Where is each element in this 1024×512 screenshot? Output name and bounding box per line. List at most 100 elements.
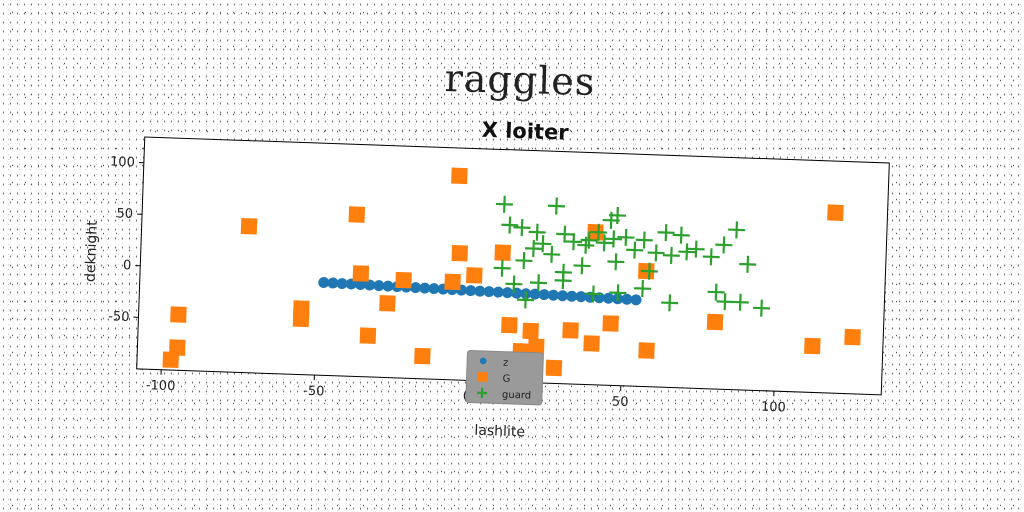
point-guard — [731, 293, 749, 311]
point-G — [170, 306, 187, 323]
point-z — [474, 285, 486, 297]
x-tick-label: -100 — [146, 378, 176, 394]
point-G — [494, 244, 511, 261]
point-G — [844, 328, 861, 346]
point-G — [501, 316, 518, 334]
point-z — [382, 280, 394, 292]
point-G — [240, 217, 258, 235]
point-G — [562, 322, 579, 339]
point-guard — [605, 230, 623, 248]
point-guard — [602, 211, 620, 229]
point-guard — [573, 257, 591, 275]
point-guard — [707, 283, 725, 301]
legend-box — [465, 349, 544, 406]
point-guard — [525, 240, 543, 258]
point-z — [373, 280, 385, 292]
point-G — [545, 359, 563, 377]
point-G — [466, 267, 483, 284]
point-z — [410, 282, 422, 294]
point-G — [169, 339, 186, 356]
series-guard — [493, 195, 771, 317]
point-guard — [577, 236, 595, 254]
point-G — [522, 322, 539, 340]
chart-title: X loiter — [481, 118, 569, 145]
point-G — [379, 295, 396, 312]
point-z — [327, 277, 339, 289]
point-guard — [495, 195, 513, 213]
point-guard — [617, 228, 635, 246]
legend-label: z — [503, 358, 509, 369]
point-z — [575, 291, 587, 303]
point-guard — [753, 299, 771, 317]
x-axis-label: lashlite — [474, 423, 525, 441]
point-guard — [529, 274, 548, 292]
point-z — [364, 279, 376, 291]
point-z — [630, 294, 642, 306]
point-z — [354, 279, 366, 291]
point-guard — [534, 235, 552, 253]
series-G — [162, 167, 861, 377]
y-axis-label: deknight — [83, 220, 101, 283]
point-guard — [657, 224, 675, 242]
point-guard — [687, 240, 705, 258]
y-tick-label: 100 — [110, 155, 135, 171]
point-guard — [528, 223, 546, 241]
figure-suptitle: raggles — [444, 56, 596, 104]
point-guard — [672, 226, 690, 244]
point-guard — [493, 259, 511, 277]
x-tick-label: -50 — [303, 384, 325, 400]
point-guard — [678, 243, 696, 261]
y-tick-label: -50 — [108, 309, 130, 325]
point-guard — [515, 252, 533, 270]
point-z — [501, 287, 513, 299]
point-guard — [728, 221, 746, 239]
point-G — [414, 347, 431, 365]
point-guard — [662, 246, 680, 264]
point-z — [483, 286, 495, 298]
point-guard — [505, 275, 523, 293]
point-z — [538, 289, 550, 301]
legend-marker-z — [479, 357, 487, 365]
point-guard — [513, 219, 531, 237]
point-G — [348, 206, 366, 223]
point-G — [359, 327, 377, 344]
point-guard — [554, 272, 572, 290]
point-z — [557, 290, 569, 302]
legend-marker-guard — [476, 387, 488, 399]
point-guard — [635, 231, 653, 249]
point-G — [451, 244, 469, 262]
point-z — [602, 292, 614, 304]
x-tick-label: 50 — [612, 394, 629, 410]
point-G — [352, 265, 370, 282]
point-guard — [716, 293, 734, 311]
point-guard — [647, 244, 665, 262]
point-z — [621, 293, 633, 305]
point-guard — [543, 245, 561, 263]
point-z — [428, 283, 440, 295]
point-G — [527, 338, 545, 355]
point-guard — [517, 291, 535, 309]
point-G — [395, 271, 412, 289]
point-z — [492, 286, 504, 298]
x-tick-label: 100 — [761, 400, 786, 416]
point-guard — [501, 216, 519, 234]
point-guard — [556, 225, 574, 243]
point-z — [465, 285, 477, 297]
data-marks — [162, 167, 861, 377]
point-guard — [589, 223, 608, 241]
legend-marker-G — [477, 371, 488, 382]
point-guard — [607, 253, 625, 271]
y-tick-label: 50 — [116, 206, 133, 222]
point-G — [827, 204, 844, 221]
point-guard — [565, 233, 583, 251]
point-G — [451, 167, 468, 185]
point-guard — [595, 234, 613, 252]
legend-label: guard — [502, 390, 531, 402]
point-G — [804, 337, 821, 355]
point-guard — [547, 197, 566, 215]
point-G — [162, 351, 180, 368]
point-z — [336, 278, 348, 290]
